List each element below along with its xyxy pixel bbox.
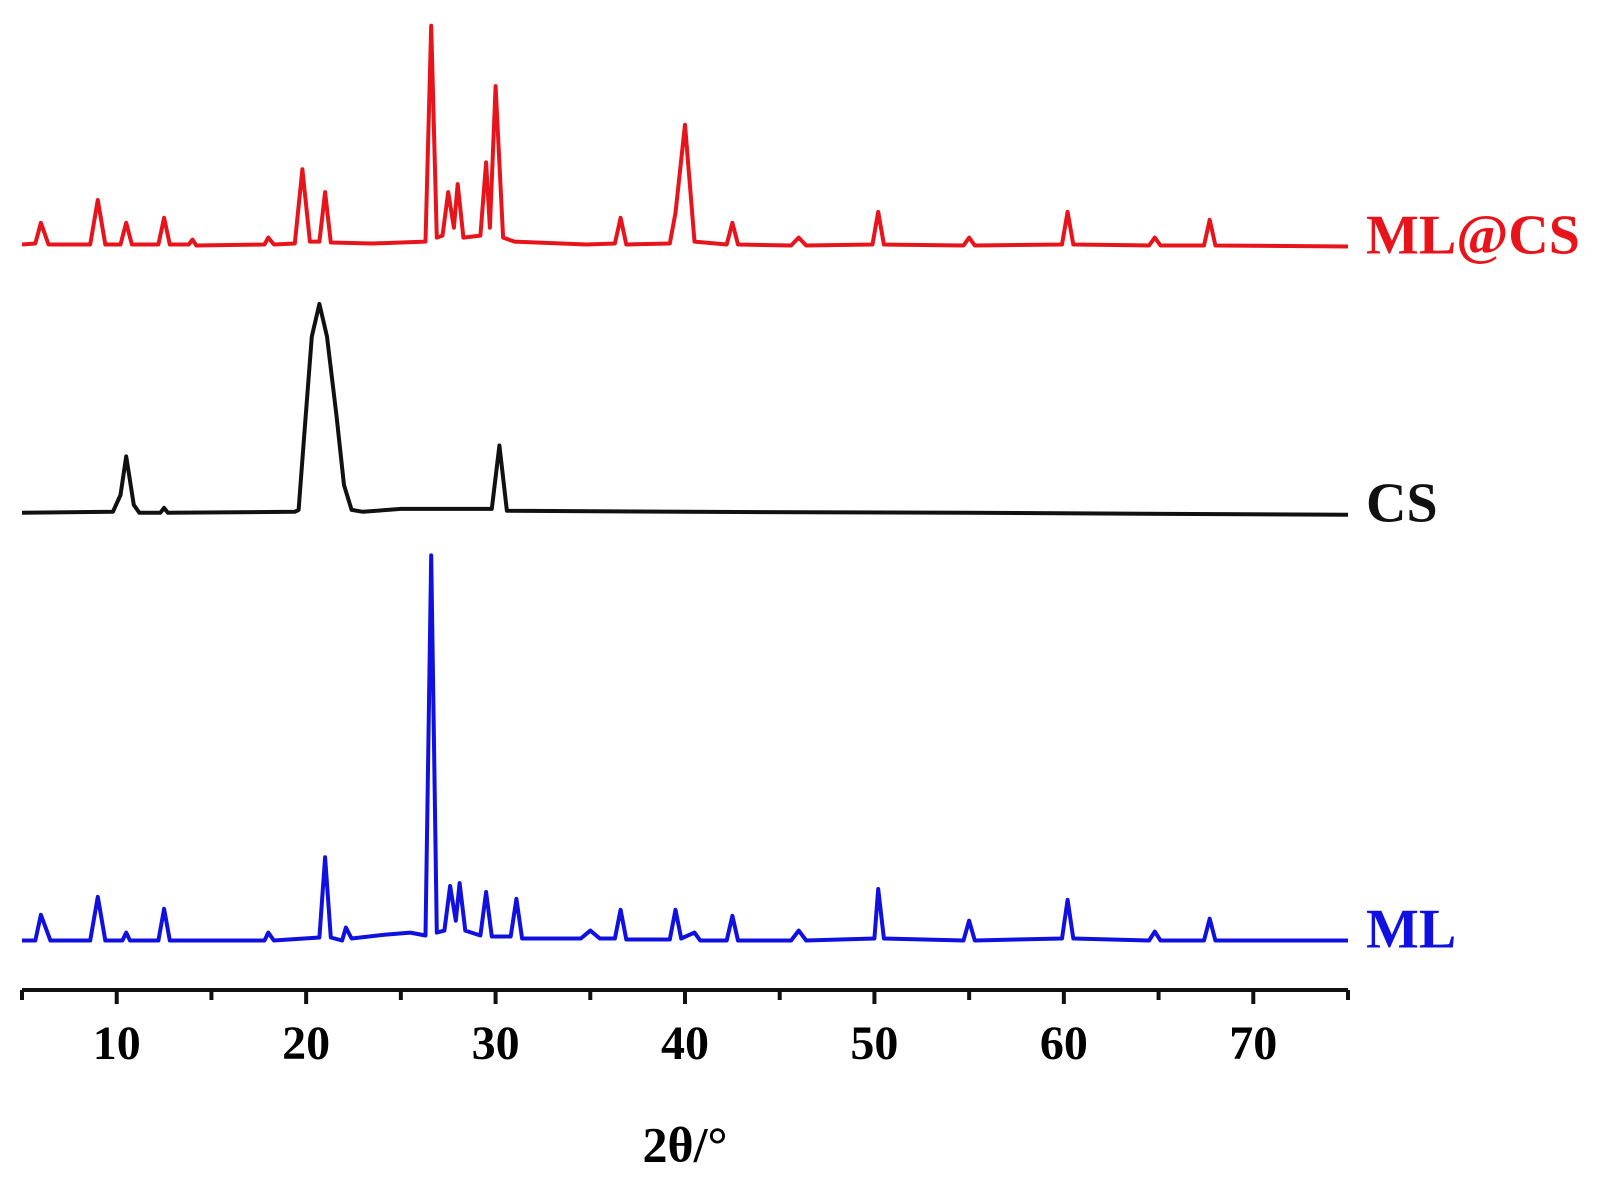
series-label: ML — [1366, 898, 1456, 960]
x-tick-label: 60 — [1040, 1017, 1088, 1070]
x-tick-label: 40 — [661, 1017, 709, 1070]
x-axis-label: 2θ/° — [643, 1116, 728, 1172]
series-line — [21, 301, 1349, 517]
series-line — [22, 553, 1348, 943]
x-tick-label: 70 — [1229, 1017, 1277, 1070]
x-tick-label: 20 — [282, 1017, 330, 1070]
x-tick-label: 10 — [93, 1017, 141, 1070]
series-label: CS — [1366, 473, 1438, 535]
x-tick-label: 50 — [850, 1017, 898, 1070]
series-label: ML@CS — [1366, 204, 1580, 266]
x-tick-label: 30 — [472, 1017, 520, 1070]
series-line — [21, 23, 1349, 249]
